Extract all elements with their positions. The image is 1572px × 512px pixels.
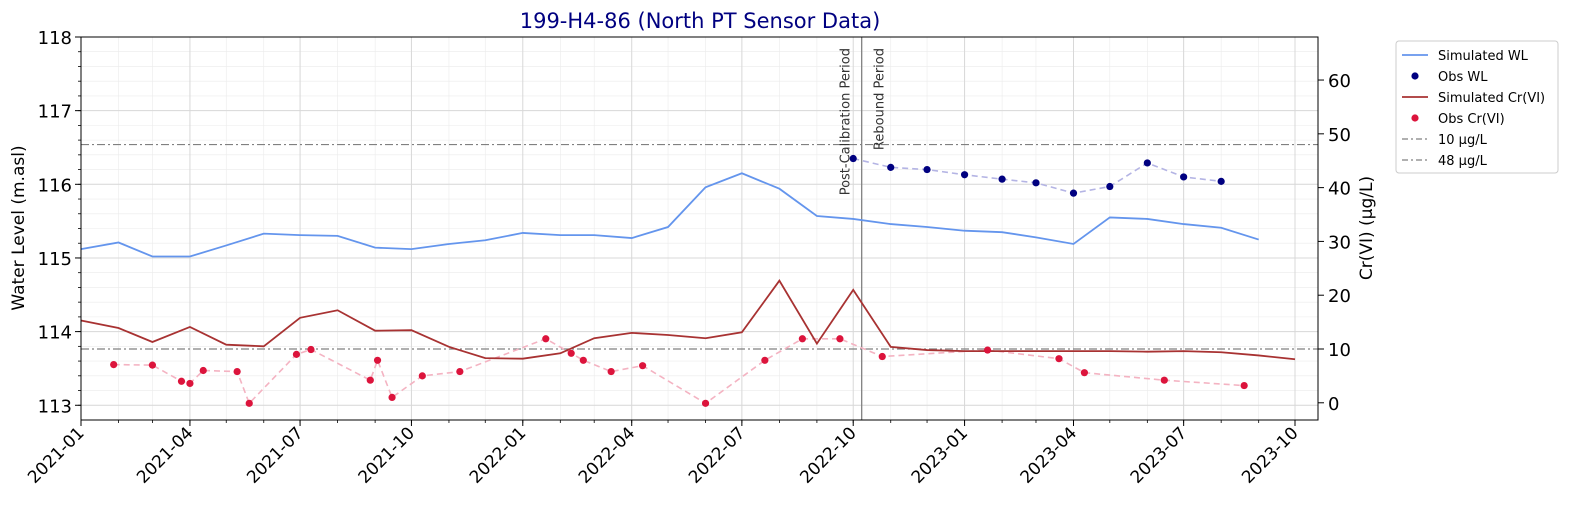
obs-cr-vi--point	[798, 335, 806, 343]
y-left-tick-label: 114	[38, 323, 72, 344]
obs-cr-vi--point	[456, 367, 464, 376]
obs-cr-vi--point	[110, 360, 118, 369]
legend-box	[1395, 40, 1559, 174]
y-right-tick-label: 50	[1328, 125, 1351, 146]
obs-cr-vi--point	[1055, 355, 1063, 363]
obs-wl-point	[1069, 189, 1078, 197]
obs-cr-vi--point	[307, 345, 315, 354]
grid	[80, 36, 1318, 420]
y-right-tick-label: 10	[1328, 340, 1351, 361]
chart-title: 199-H4-86 (North PT Sensor Data)	[520, 9, 881, 33]
y-left-tick-label: 116	[38, 175, 72, 196]
obs-cr-vi--point	[292, 350, 301, 358]
y-right-tick-label: 40	[1328, 179, 1351, 200]
post-calibration-label: Post-Calibration Period	[839, 48, 854, 195]
y-axis-right-label: Cr(VI) (µg/L)	[1357, 176, 1377, 280]
obs-wl-point	[960, 171, 969, 179]
y-right-tick-label: 30	[1328, 232, 1351, 253]
obs-wl-point	[1106, 182, 1114, 191]
simulated-wl-line	[80, 172, 1259, 258]
obs-cr-vi--point	[542, 335, 550, 343]
obs-cr-vi--point	[607, 367, 615, 376]
obs-cr-vi--point	[878, 352, 886, 361]
obs-cr-vi--point	[983, 346, 992, 354]
obs-cr-vi--point	[836, 335, 844, 343]
y-axis-left-label: Water Level (m.asl)	[9, 145, 29, 310]
obs-wl-point	[1143, 159, 1151, 167]
legend-label: 48 µg/L	[1438, 154, 1488, 169]
legend-label: Simulated Cr(VI)	[1438, 91, 1545, 106]
legend-label: Simulated WL	[1438, 49, 1529, 64]
obs-wl-point	[1180, 173, 1188, 181]
obs-cr-vi--point	[233, 367, 241, 376]
y-left-tick-label: 115	[38, 249, 72, 270]
series-layer	[80, 154, 1296, 407]
y-left-tick-label: 118	[38, 28, 72, 49]
y-right-tick-label: 20	[1328, 286, 1351, 307]
obs-cr-vi--point	[567, 349, 575, 357]
obs-cr-vi--point	[366, 376, 374, 384]
simulated-cr-vi--line	[80, 279, 1296, 361]
y-right-tick-label: 0	[1328, 394, 1339, 415]
obs-cr-vi--point	[761, 356, 769, 364]
obs-cr-vi--point	[388, 393, 396, 402]
obs-cr-vi--point	[1080, 369, 1088, 377]
legend-label: Obs WL	[1438, 70, 1488, 85]
obs-cr-vi--point	[1240, 381, 1248, 390]
obs-wl-point	[998, 175, 1006, 183]
obs-cr-vi--point	[245, 399, 253, 407]
obs-cr-vi--point	[177, 377, 186, 385]
legend-label: Obs Cr(VI)	[1438, 112, 1505, 127]
obs-wl-point	[1217, 177, 1225, 185]
legend: Simulated WL Obs WL Simulated Cr(VI) Obs Cr…	[1395, 40, 1559, 174]
obs-wl-point	[887, 163, 895, 171]
obs-cr-vi--point	[639, 362, 647, 370]
obs-cr-vi--point	[373, 356, 382, 364]
y-right-tick-label: 60	[1328, 71, 1351, 92]
obs-cr-vi--point	[701, 399, 710, 407]
obs-wl-point	[923, 165, 931, 174]
legend-swatch-marker	[1411, 114, 1419, 122]
rebound-label: Rebound Period	[873, 48, 888, 150]
obs-wl-point	[1032, 179, 1040, 187]
legend-swatch-marker	[1411, 72, 1419, 80]
legend-label: 10 µg/L	[1438, 133, 1488, 148]
obs-cr-vi--point	[199, 366, 207, 375]
obs-wl-point	[849, 154, 857, 163]
obs-cr-vi--point	[1160, 376, 1168, 384]
obs-cr-vi--point	[579, 356, 587, 364]
obs-cr-vi--point	[186, 379, 194, 388]
obs-cr-vi--point	[148, 361, 157, 369]
obs-cr-vi--point	[418, 372, 426, 380]
y-left-tick-label: 113	[38, 396, 72, 417]
y-left-tick-label: 117	[38, 102, 72, 123]
